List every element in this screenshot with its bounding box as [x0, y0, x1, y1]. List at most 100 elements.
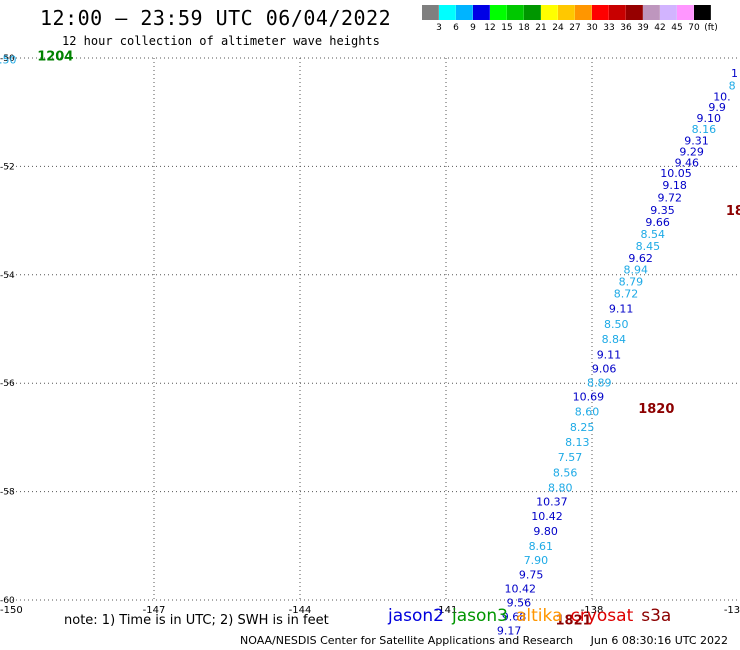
time-label: 1821	[556, 613, 592, 628]
wave-height-label: 7.50	[0, 54, 17, 67]
map-title: 12:00 – 23:59 UTC 06/04/2022	[40, 6, 392, 30]
scale-label: 24	[552, 23, 564, 33]
wave-height-label: 9.29	[679, 146, 704, 159]
legend-s3a: s3a	[641, 606, 672, 626]
scale-swatch	[524, 5, 541, 20]
scale-label: 12	[484, 23, 496, 33]
wave-height-label: 8.94	[623, 264, 648, 277]
scale-swatch	[541, 5, 558, 20]
scale-label: 27	[569, 23, 581, 33]
scale-swatch	[643, 5, 660, 20]
wave-height-label: 8.84	[602, 333, 627, 346]
scale-label: 21	[535, 23, 547, 33]
scale-swatch	[592, 5, 609, 20]
scale-label: 18	[518, 23, 530, 33]
legend-jason2: jason2	[388, 606, 444, 626]
scale-label: 9	[470, 23, 476, 33]
wave-height-label: 7.57	[558, 451, 583, 464]
footer-source: NOAA/NESDIS Center for Satellite Applica…	[240, 634, 574, 647]
wave-height-label: 1	[731, 67, 738, 80]
wave-height-label: 8	[729, 79, 736, 92]
scale-swatch	[694, 5, 711, 20]
scale-label: 45	[671, 23, 683, 33]
x-tick-label: -144	[289, 605, 312, 616]
y-tick-label: -56	[0, 379, 15, 389]
time-label: 1820	[638, 402, 674, 417]
map-axis-ticks: -150 -147 -144 -141 -138 -13 -50 -52 -54 -56 -58 -6…	[0, 54, 740, 616]
wave-height-label: 8.45	[636, 240, 661, 253]
scale-swatch	[626, 5, 643, 20]
scale-swatch	[558, 5, 575, 20]
wave-height-label: 8.60	[575, 406, 600, 419]
wave-height-label: 9.06	[592, 362, 617, 375]
footer-timestamp: Jun 6 08:30:16 UTC 2022	[590, 634, 729, 647]
wave-height-label: 10.	[713, 90, 731, 103]
wave-height-label: 9.11	[609, 303, 634, 316]
wave-height-label: 9.62	[628, 252, 653, 265]
wave-height-label: 10.69	[573, 391, 605, 404]
color-scale-swatches	[422, 5, 728, 20]
wave-height-label: 9.35	[650, 204, 675, 217]
x-tick-label: -150	[0, 605, 23, 616]
wave-height-label: 9.80	[533, 525, 558, 538]
wave-height-label: 9.68	[502, 611, 527, 624]
wave-height-label: 8.80	[548, 482, 573, 495]
wave-height-label: 9.72	[658, 192, 683, 205]
wave-height-label: 9.11	[597, 348, 622, 361]
wave-height-label: 8.16	[692, 123, 717, 136]
wave-height-label: 8.25	[570, 421, 595, 434]
scale-swatch	[439, 5, 456, 20]
legend-cryosat: cryosat	[570, 606, 634, 626]
scale-swatch	[660, 5, 677, 20]
wave-height-label: 8.54	[641, 228, 666, 241]
scale-label: 39	[637, 23, 649, 33]
wave-height-label: 8.89	[587, 376, 612, 389]
scale-label: 30	[586, 23, 598, 33]
map-note: note: 1) Time is in UTC; 2) SWH is in fe…	[64, 613, 329, 628]
x-tick-label: -141	[435, 605, 458, 616]
wave-height-label: 9.56	[507, 597, 532, 610]
scale-swatch	[507, 5, 524, 20]
y-tick-label: -50	[0, 54, 15, 64]
y-tick-label: -54	[0, 271, 15, 281]
wave-height-label: 10.05	[660, 167, 692, 180]
wave-height-label: 10.42	[505, 582, 537, 595]
wave-height-label: 9.66	[645, 216, 670, 229]
altimeter-track: 1810.9.99.108.169.319.299.4610.059.189.7…	[0, 54, 738, 638]
scale-label: 15	[501, 23, 513, 33]
legend-jason3: jason3	[452, 606, 508, 626]
x-tick-label: -138	[581, 605, 604, 616]
satellite-legend: jason2 jason3 altika cryosat s3a	[388, 606, 671, 626]
wave-height-label: 9.9	[708, 101, 726, 114]
wave-height-label: 8.56	[553, 466, 578, 479]
wave-height-label: 9.17	[497, 625, 522, 638]
legend-altika: altika	[516, 606, 563, 626]
scale-swatch	[422, 5, 439, 20]
scale-swatch	[456, 5, 473, 20]
wave-height-label: 9.46	[675, 156, 700, 169]
scale-label: (ft)	[704, 23, 718, 33]
scale-label: 70	[688, 23, 700, 33]
wave-height-label: 9.18	[662, 179, 687, 192]
map-grid	[8, 57, 738, 601]
y-tick-label: -60	[0, 596, 15, 606]
time-labels: 1204 181 1820 1821	[37, 50, 740, 629]
time-label: 1204	[37, 50, 73, 65]
wave-height-color-scale: 3 6 9 12 15 18 21 24 27 30 33 36 39 42 45 70 (ft)	[422, 5, 728, 41]
map-footer: NOAA/NESDIS Center for Satellite Applica…	[240, 634, 728, 647]
y-tick-label: -52	[0, 162, 15, 172]
y-tick-label: -58	[0, 488, 15, 498]
time-label: 181	[726, 204, 740, 219]
scale-swatch	[473, 5, 490, 20]
scale-swatch	[575, 5, 592, 20]
wave-height-label: 9.75	[519, 568, 544, 581]
scale-label: 42	[654, 23, 666, 33]
scale-label: 36	[620, 23, 632, 33]
wave-height-label: 9.10	[696, 112, 721, 125]
wave-height-label: 8.79	[619, 276, 644, 289]
x-tick-label: -13	[724, 605, 740, 616]
scale-swatch	[609, 5, 626, 20]
wave-height-label: 8.72	[614, 288, 639, 301]
scale-label: 3	[436, 23, 442, 33]
